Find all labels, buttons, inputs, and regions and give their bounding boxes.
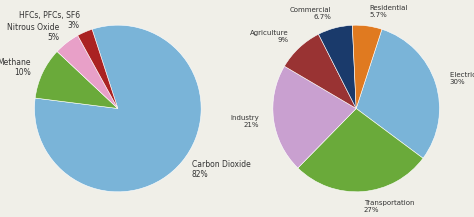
Text: Commercial
6.7%: Commercial 6.7%: [290, 7, 331, 20]
Text: Residential
5.7%: Residential 5.7%: [369, 5, 408, 18]
Wedge shape: [35, 25, 201, 192]
Text: Carbon Dioxide
82%: Carbon Dioxide 82%: [191, 160, 250, 179]
Text: HFCs, PFCs, SF6
3%: HFCs, PFCs, SF6 3%: [18, 11, 80, 30]
Wedge shape: [35, 51, 118, 108]
Text: Methane
10%: Methane 10%: [0, 58, 31, 77]
Wedge shape: [57, 35, 118, 108]
Wedge shape: [298, 108, 423, 192]
Wedge shape: [78, 29, 118, 108]
Text: Transportation
27%: Transportation 27%: [364, 200, 414, 213]
Wedge shape: [356, 29, 439, 158]
Text: Electric Power
30%: Electric Power 30%: [450, 72, 474, 85]
Text: Nitrous Oxide
5%: Nitrous Oxide 5%: [7, 23, 59, 43]
Wedge shape: [319, 25, 356, 108]
Wedge shape: [284, 34, 356, 108]
Wedge shape: [273, 66, 356, 168]
Text: Agriculture
9%: Agriculture 9%: [250, 30, 289, 43]
Wedge shape: [352, 25, 382, 108]
Text: Industry
21%: Industry 21%: [230, 115, 259, 128]
